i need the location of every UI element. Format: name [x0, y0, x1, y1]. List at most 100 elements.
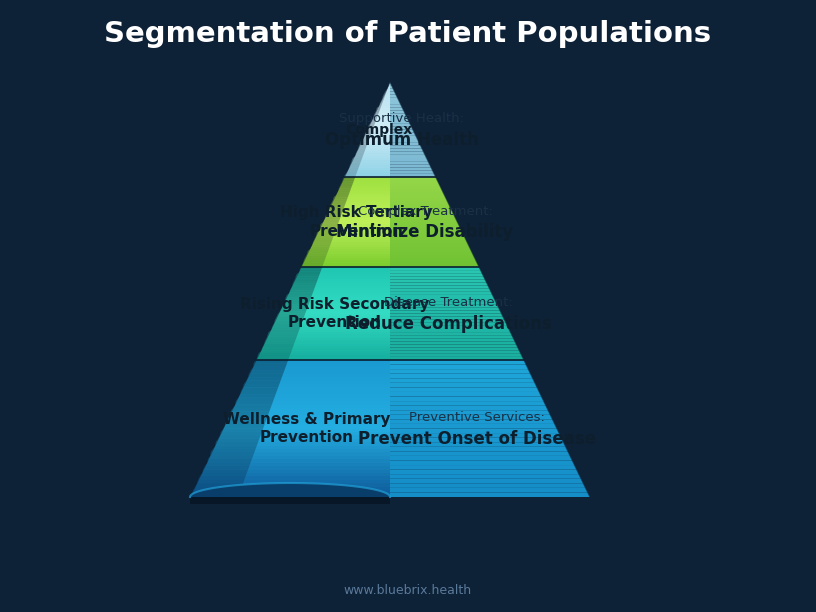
Polygon shape: [290, 288, 390, 290]
Polygon shape: [262, 346, 390, 348]
Polygon shape: [313, 240, 332, 242]
Polygon shape: [301, 265, 323, 267]
Polygon shape: [224, 422, 265, 425]
Polygon shape: [390, 189, 443, 192]
Polygon shape: [190, 483, 390, 497]
Polygon shape: [285, 297, 311, 299]
Polygon shape: [263, 344, 390, 346]
Text: Complex: Complex: [345, 122, 412, 136]
Polygon shape: [340, 184, 353, 186]
Polygon shape: [390, 117, 408, 120]
Polygon shape: [240, 391, 277, 394]
Polygon shape: [331, 202, 390, 204]
Polygon shape: [390, 225, 460, 228]
Polygon shape: [387, 87, 390, 89]
Polygon shape: [302, 263, 390, 265]
Polygon shape: [367, 127, 374, 130]
Polygon shape: [294, 278, 318, 281]
Text: Reduce Complications: Reduce Complications: [344, 315, 552, 332]
Text: Complex Treatment:: Complex Treatment:: [357, 204, 493, 217]
Polygon shape: [379, 101, 390, 103]
Polygon shape: [273, 323, 390, 325]
Polygon shape: [390, 174, 436, 177]
Polygon shape: [390, 378, 535, 383]
Polygon shape: [360, 141, 390, 144]
Polygon shape: [289, 290, 390, 293]
Polygon shape: [390, 207, 452, 210]
Polygon shape: [390, 234, 464, 237]
Polygon shape: [390, 428, 559, 433]
Polygon shape: [311, 245, 330, 247]
Polygon shape: [242, 387, 390, 391]
Polygon shape: [257, 356, 390, 357]
Polygon shape: [390, 419, 555, 424]
Polygon shape: [344, 177, 390, 179]
Polygon shape: [233, 405, 390, 408]
Polygon shape: [206, 460, 252, 463]
Polygon shape: [379, 101, 383, 103]
Polygon shape: [390, 246, 471, 249]
Polygon shape: [347, 170, 357, 172]
Polygon shape: [283, 302, 309, 304]
Polygon shape: [210, 452, 390, 456]
Polygon shape: [390, 387, 539, 392]
Polygon shape: [384, 92, 390, 94]
Polygon shape: [357, 149, 390, 151]
Polygon shape: [390, 410, 550, 415]
Polygon shape: [390, 145, 422, 149]
Polygon shape: [255, 360, 390, 364]
Polygon shape: [313, 240, 390, 242]
Polygon shape: [268, 332, 299, 334]
Polygon shape: [205, 463, 251, 466]
Polygon shape: [223, 425, 390, 428]
Polygon shape: [353, 155, 363, 158]
Polygon shape: [324, 217, 390, 220]
Polygon shape: [384, 94, 390, 96]
Polygon shape: [390, 401, 546, 406]
Polygon shape: [334, 197, 390, 200]
Polygon shape: [284, 299, 390, 302]
Text: Prevent Onset of Disease: Prevent Onset of Disease: [358, 430, 596, 447]
Polygon shape: [210, 452, 255, 456]
Polygon shape: [205, 463, 390, 466]
Polygon shape: [390, 383, 537, 387]
Polygon shape: [390, 120, 410, 123]
Polygon shape: [390, 301, 497, 304]
Polygon shape: [319, 226, 337, 229]
Polygon shape: [389, 82, 390, 84]
Polygon shape: [224, 422, 390, 425]
Polygon shape: [295, 276, 319, 278]
Polygon shape: [390, 243, 469, 246]
Polygon shape: [335, 193, 349, 195]
Polygon shape: [390, 397, 543, 401]
Polygon shape: [360, 141, 368, 144]
Polygon shape: [390, 92, 396, 95]
Polygon shape: [354, 153, 390, 155]
Polygon shape: [353, 155, 390, 158]
Polygon shape: [290, 286, 316, 288]
Polygon shape: [390, 295, 494, 298]
Polygon shape: [332, 200, 347, 202]
Polygon shape: [280, 309, 307, 311]
Polygon shape: [390, 261, 477, 264]
Polygon shape: [364, 134, 370, 136]
Polygon shape: [371, 118, 377, 120]
Polygon shape: [342, 179, 354, 182]
Polygon shape: [218, 435, 260, 439]
Polygon shape: [390, 142, 420, 145]
Polygon shape: [246, 377, 390, 381]
Polygon shape: [233, 405, 272, 408]
Polygon shape: [382, 96, 385, 99]
Polygon shape: [213, 446, 390, 449]
Polygon shape: [390, 438, 564, 442]
Polygon shape: [375, 111, 379, 113]
Text: High Risk Tertiary
Prevention: High Risk Tertiary Prevention: [280, 205, 432, 239]
Polygon shape: [228, 415, 390, 418]
Polygon shape: [229, 411, 269, 415]
Polygon shape: [390, 114, 407, 117]
Polygon shape: [283, 302, 390, 304]
Polygon shape: [390, 195, 446, 198]
Polygon shape: [248, 374, 283, 377]
Polygon shape: [381, 99, 390, 101]
Polygon shape: [329, 206, 390, 209]
